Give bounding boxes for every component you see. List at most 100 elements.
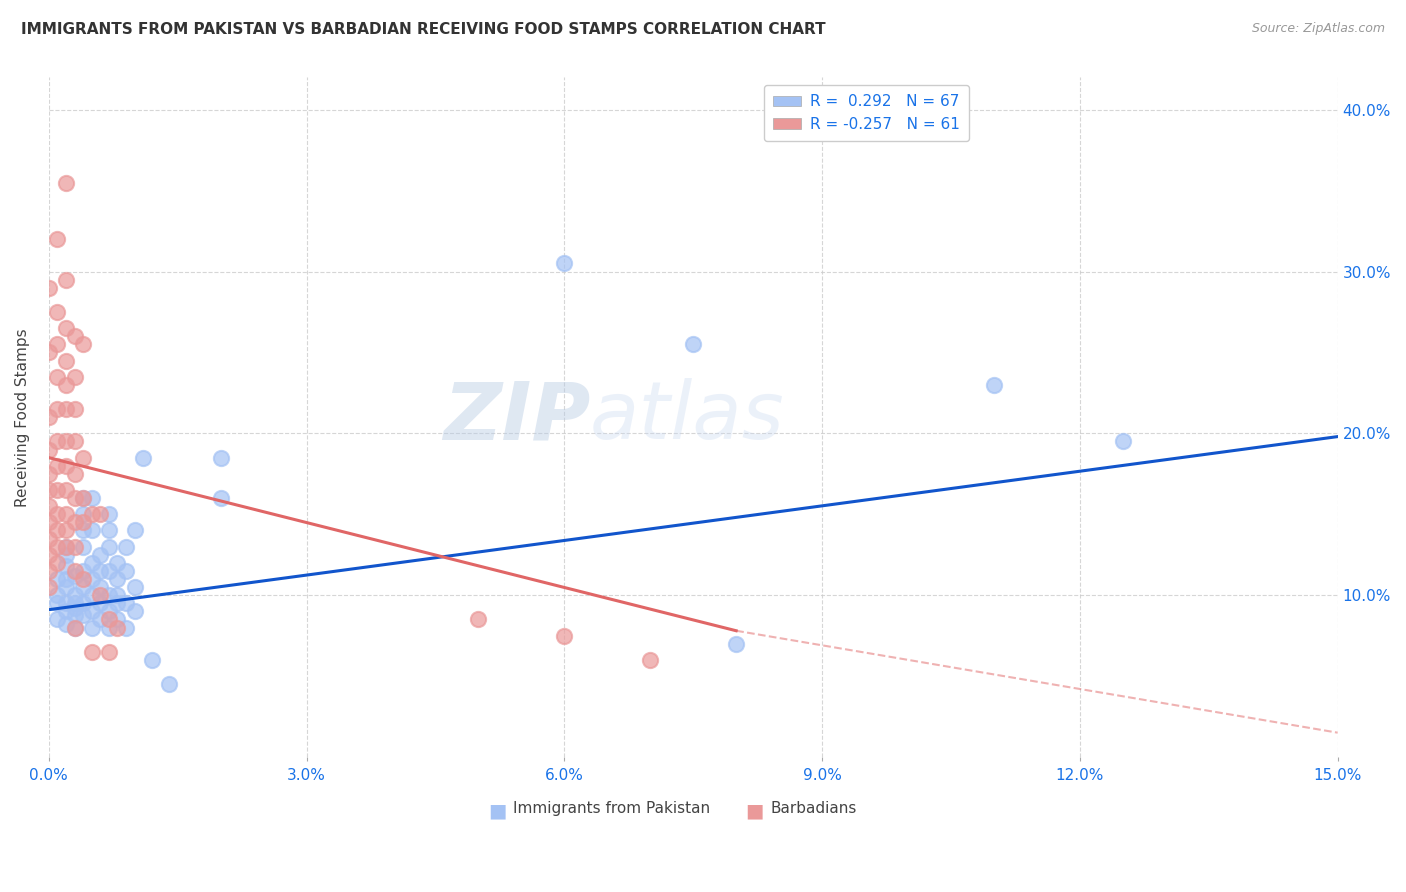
- Point: [97, 524, 120, 538]
- Point: [80, 508, 103, 522]
- Point: [97, 588, 120, 602]
- Point: [63, 588, 86, 602]
- Text: Immigrants from Pakistan: Immigrants from Pakistan: [513, 801, 710, 816]
- Point: [467, 612, 489, 626]
- Point: [115, 596, 138, 610]
- Point: [46, 402, 69, 417]
- Point: [209, 450, 232, 465]
- Point: [97, 645, 120, 659]
- Point: [46, 337, 69, 351]
- Point: [46, 434, 69, 449]
- Point: [55, 434, 77, 449]
- Point: [63, 601, 86, 615]
- Point: [115, 564, 138, 578]
- Point: [63, 467, 86, 481]
- Point: [55, 377, 77, 392]
- Point: [80, 524, 103, 538]
- Point: [38, 467, 60, 481]
- Text: ■: ■: [488, 801, 506, 820]
- Point: [55, 540, 77, 554]
- Point: [124, 604, 146, 618]
- Point: [55, 617, 77, 632]
- Point: [46, 305, 69, 319]
- Point: [72, 516, 94, 530]
- Point: [38, 345, 60, 359]
- Point: [63, 596, 86, 610]
- Y-axis label: Receiving Food Stamps: Receiving Food Stamps: [15, 328, 30, 507]
- Point: [89, 588, 111, 602]
- Point: [107, 612, 129, 626]
- Point: [38, 499, 60, 513]
- Point: [638, 653, 661, 667]
- Point: [46, 458, 69, 473]
- Point: [97, 540, 120, 554]
- Point: [72, 524, 94, 538]
- Point: [38, 410, 60, 425]
- Point: [46, 596, 69, 610]
- Point: [63, 516, 86, 530]
- Point: [55, 604, 77, 618]
- Point: [97, 612, 120, 626]
- Point: [80, 572, 103, 586]
- Point: [89, 580, 111, 594]
- Point: [46, 524, 69, 538]
- Text: atlas: atlas: [591, 378, 785, 456]
- Point: [55, 483, 77, 497]
- Point: [63, 434, 86, 449]
- Point: [63, 540, 86, 554]
- Point: [63, 620, 86, 634]
- Point: [55, 596, 77, 610]
- Point: [72, 450, 94, 465]
- Point: [107, 596, 129, 610]
- Point: [63, 369, 86, 384]
- Point: [72, 337, 94, 351]
- Legend: R =  0.292   N = 67, R = -0.257   N = 61: R = 0.292 N = 67, R = -0.257 N = 61: [765, 85, 969, 141]
- Point: [46, 483, 69, 497]
- Point: [80, 604, 103, 618]
- Point: [72, 508, 94, 522]
- Point: [89, 548, 111, 562]
- Point: [682, 337, 704, 351]
- Point: [80, 588, 103, 602]
- Point: [46, 232, 69, 246]
- Point: [72, 491, 94, 505]
- Point: [38, 516, 60, 530]
- Point: [107, 572, 129, 586]
- Point: [72, 491, 94, 505]
- Point: [55, 548, 77, 562]
- Point: [80, 645, 103, 659]
- Point: [157, 677, 180, 691]
- Point: [72, 572, 94, 586]
- Text: IMMIGRANTS FROM PAKISTAN VS BARBADIAN RECEIVING FOOD STAMPS CORRELATION CHART: IMMIGRANTS FROM PAKISTAN VS BARBADIAN RE…: [21, 22, 825, 37]
- Point: [115, 620, 138, 634]
- Point: [46, 588, 69, 602]
- Point: [97, 620, 120, 634]
- Text: ZIP: ZIP: [443, 378, 591, 456]
- Point: [38, 532, 60, 546]
- Point: [80, 620, 103, 634]
- Point: [115, 540, 138, 554]
- Point: [97, 604, 120, 618]
- Point: [1112, 434, 1135, 449]
- Point: [55, 508, 77, 522]
- Point: [209, 491, 232, 505]
- Text: Source: ZipAtlas.com: Source: ZipAtlas.com: [1251, 22, 1385, 36]
- Point: [983, 377, 1005, 392]
- Point: [55, 273, 77, 287]
- Point: [55, 402, 77, 417]
- Point: [55, 559, 77, 574]
- Point: [55, 321, 77, 335]
- Point: [55, 176, 77, 190]
- Point: [63, 568, 86, 582]
- Point: [72, 580, 94, 594]
- Point: [55, 540, 77, 554]
- Point: [55, 572, 77, 586]
- Point: [107, 556, 129, 570]
- Point: [55, 524, 77, 538]
- Point: [63, 607, 86, 622]
- Point: [38, 580, 60, 594]
- Point: [55, 580, 77, 594]
- Point: [38, 281, 60, 295]
- Point: [89, 612, 111, 626]
- Point: [63, 491, 86, 505]
